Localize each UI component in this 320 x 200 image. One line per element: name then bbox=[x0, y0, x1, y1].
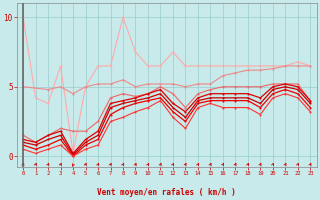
X-axis label: Vent moyen/en rafales ( km/h ): Vent moyen/en rafales ( km/h ) bbox=[97, 188, 236, 197]
